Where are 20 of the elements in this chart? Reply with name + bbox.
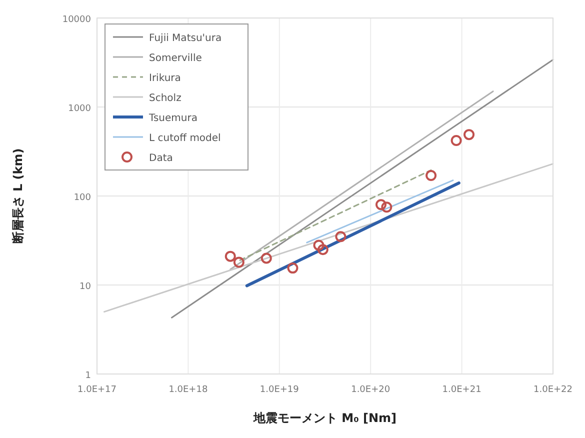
y-tick-label: 10000 [62,15,92,25]
y-axis-title: 断層長さ L (km) [11,148,25,244]
x-tick-label: 1.0E+17 [78,385,116,395]
legend-label: Data [149,153,173,164]
y-tick-label: 1000 [68,104,92,114]
y-tick-label: 10 [80,282,92,292]
x-axis-title: 地震モーメント M₀ [Nm] [252,411,397,425]
legend-label: L cutoff model [149,133,221,144]
x-tick-label: 1.0E+22 [534,385,572,395]
y-tick-label: 1 [85,371,91,381]
legend-label: Scholz [149,93,182,104]
x-tick-label: 1.0E+20 [351,385,390,395]
x-tick-label: 1.0E+18 [168,385,208,395]
legend-label: Tsuemura [148,113,198,124]
x-tick-label: 1.0E+19 [260,385,300,395]
legend-label: Somerville [149,53,202,64]
y-tick-label: 100 [74,193,92,203]
legend-label: Irikura [149,73,181,84]
x-tick-label: 1.0E+21 [442,385,482,395]
legend-label: Fujii Matsu'ura [149,33,222,44]
